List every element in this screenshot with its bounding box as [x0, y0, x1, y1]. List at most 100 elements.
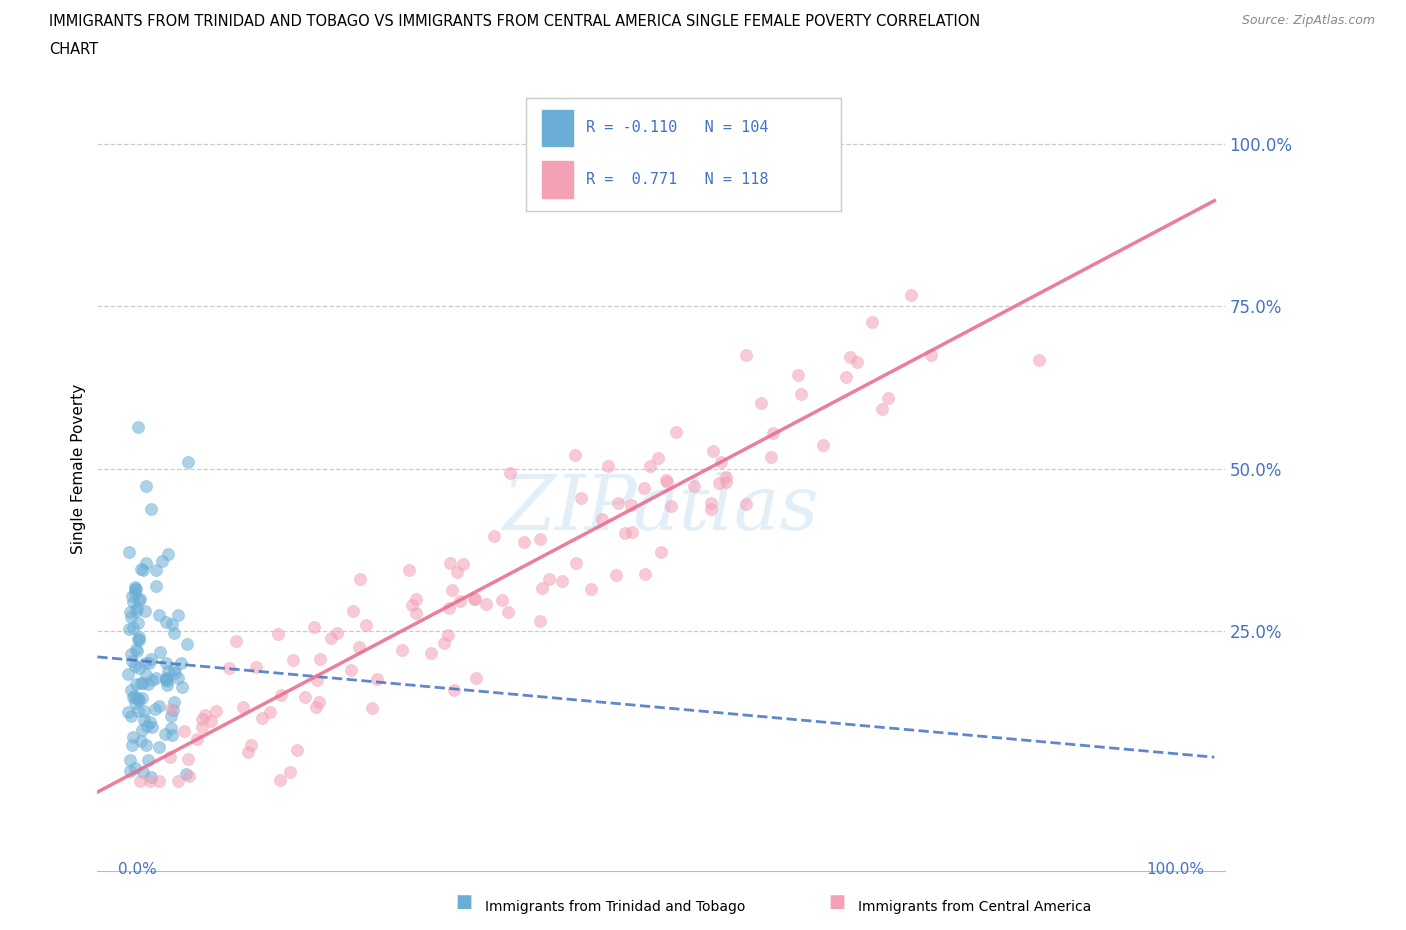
Point: [654, 472, 676, 487]
Point: [170, 679, 193, 694]
Point: [118, 764, 141, 778]
Point: [308, 695, 330, 710]
Point: [127, 703, 149, 718]
Point: [131, 690, 153, 705]
Point: [569, 491, 592, 506]
Point: [436, 628, 458, 643]
Point: [191, 719, 214, 734]
Text: ■: ■: [456, 893, 472, 910]
Point: [565, 555, 588, 570]
Point: [145, 563, 167, 578]
Point: [125, 604, 148, 618]
Point: [134, 656, 156, 671]
Point: [163, 662, 186, 677]
Point: [398, 563, 420, 578]
Point: [308, 652, 330, 667]
Point: [647, 450, 669, 465]
Point: [735, 347, 758, 362]
Point: [204, 703, 226, 718]
Point: [405, 591, 427, 606]
Point: [579, 581, 602, 596]
Point: [860, 315, 883, 330]
Point: [118, 544, 141, 559]
Point: [132, 563, 155, 578]
Point: [162, 727, 184, 742]
Point: [141, 769, 163, 784]
Point: [166, 671, 188, 685]
Point: [176, 766, 198, 781]
Point: [134, 604, 156, 618]
Point: [141, 719, 163, 734]
Point: [148, 698, 170, 713]
Point: [155, 727, 177, 742]
Point: [420, 646, 443, 661]
Point: [160, 709, 183, 724]
Point: [156, 673, 179, 688]
Point: [128, 692, 150, 707]
Point: [122, 688, 145, 703]
Point: [305, 700, 328, 715]
Point: [439, 556, 461, 571]
Point: [139, 652, 162, 667]
Point: [267, 627, 290, 642]
Point: [163, 695, 186, 710]
Text: ■: ■: [828, 893, 845, 910]
Point: [121, 729, 143, 744]
Point: [150, 553, 173, 568]
Point: [177, 751, 200, 766]
Point: [156, 664, 179, 679]
Point: [305, 673, 328, 688]
Point: [127, 616, 149, 631]
Point: [876, 391, 898, 405]
Point: [433, 635, 456, 650]
Point: [531, 580, 554, 595]
Point: [278, 764, 301, 779]
Point: [218, 661, 240, 676]
Point: [135, 668, 157, 683]
Text: IMMIGRANTS FROM TRINIDAD AND TOBAGO VS IMMIGRANTS FROM CENTRAL AMERICA SINGLE FE: IMMIGRANTS FROM TRINIDAD AND TOBAGO VS I…: [49, 14, 980, 29]
Point: [135, 478, 157, 493]
Point: [128, 773, 150, 788]
Point: [118, 604, 141, 619]
Point: [498, 605, 520, 620]
Point: [606, 496, 628, 511]
Point: [838, 350, 860, 365]
Point: [117, 667, 139, 682]
Point: [156, 677, 179, 692]
Point: [285, 743, 308, 758]
Point: [366, 671, 388, 686]
Point: [194, 708, 217, 723]
Point: [122, 620, 145, 635]
Point: [405, 605, 427, 620]
Point: [145, 578, 167, 593]
Point: [176, 455, 198, 470]
Point: [118, 621, 141, 636]
Point: [665, 424, 688, 439]
Point: [564, 447, 586, 462]
Point: [749, 395, 772, 410]
Point: [225, 633, 247, 648]
Point: [650, 544, 672, 559]
Point: [537, 572, 560, 587]
Point: [702, 444, 724, 458]
Point: [128, 632, 150, 647]
Point: [136, 719, 159, 734]
Point: [122, 594, 145, 609]
Point: [269, 772, 291, 787]
Point: [716, 469, 738, 484]
Point: [132, 712, 155, 727]
Point: [148, 739, 170, 754]
Point: [117, 705, 139, 720]
Point: [349, 640, 371, 655]
Point: [138, 656, 160, 671]
Point: [122, 690, 145, 705]
Point: [250, 711, 273, 725]
Point: [683, 478, 706, 493]
Point: [759, 450, 782, 465]
Point: [239, 737, 262, 752]
Point: [159, 750, 181, 764]
Point: [156, 547, 179, 562]
Point: [238, 744, 260, 759]
Point: [127, 644, 149, 658]
Point: [132, 704, 155, 719]
